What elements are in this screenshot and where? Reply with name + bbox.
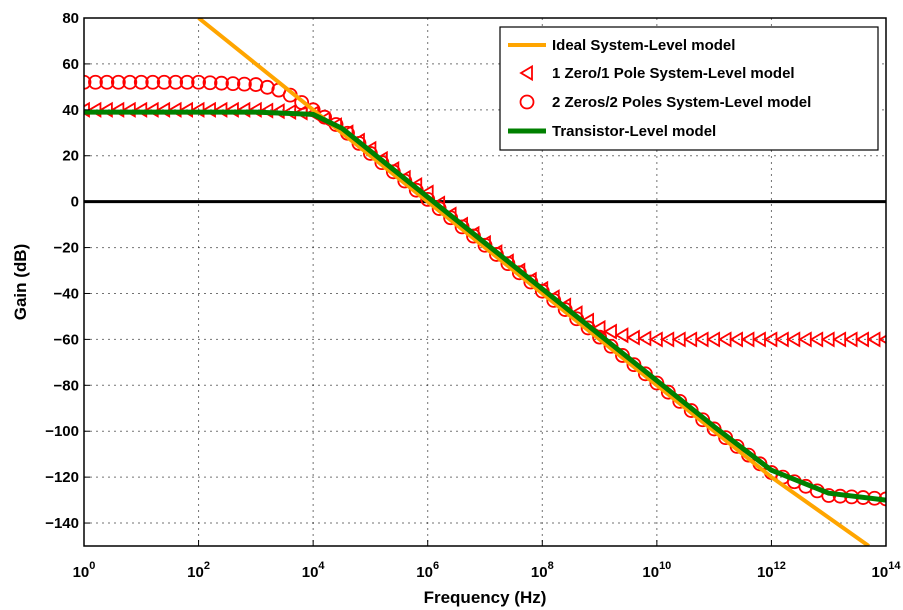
y-tick-label: −120 [45, 469, 79, 486]
x-tick-label: 1014 [872, 560, 902, 581]
marker-circle [168, 74, 184, 90]
marker-circle [110, 74, 126, 90]
marker-circle [156, 74, 172, 90]
x-tick-exponent: 2 [204, 560, 210, 572]
marker-triangle [717, 331, 732, 348]
marker-circle [236, 76, 252, 92]
marker-circle [179, 74, 195, 90]
legend-label: Ideal System-Level model [552, 37, 735, 54]
x-tick-base: 10 [642, 564, 659, 581]
x-tick-exponent: 10 [659, 560, 671, 572]
marker-triangle [637, 330, 652, 347]
x-tick-exponent: 0 [89, 560, 95, 572]
y-tick-label: 0 [71, 194, 79, 211]
marker-circle [225, 76, 241, 92]
x-tick-base: 10 [73, 564, 90, 581]
x-tick-base: 10 [187, 564, 204, 581]
x-tick-label: 108 [531, 560, 554, 581]
y-tick-label: −20 [54, 240, 79, 257]
marker-triangle [603, 323, 617, 340]
y-tick-label: 20 [62, 148, 79, 165]
tick-layer: 100 102 104 106 108 1010 1012 1014806040200−20−… [45, 10, 901, 581]
marker-triangle [614, 327, 629, 344]
x-tick-label: 102 [187, 560, 210, 581]
legend-box [499, 26, 879, 151]
marker-circle [122, 74, 138, 90]
x-tick-exponent: 14 [888, 560, 901, 572]
x-tick-base: 10 [757, 564, 774, 581]
y-tick-label: 40 [62, 102, 79, 119]
y-tick-label: 80 [62, 10, 79, 27]
x-tick-base: 10 [416, 564, 433, 581]
marker-triangle [832, 331, 847, 348]
x-tick-base: 10 [531, 564, 548, 581]
legend-swatch-one-pole [519, 64, 533, 82]
x-tick-exponent: 8 [548, 560, 554, 572]
x-axis-label: Frequency (Hz) [424, 588, 547, 607]
legend: Ideal System-Level model 1 Zero/1 Pole Sy… [499, 26, 879, 151]
x-tick-label: 104 [302, 560, 326, 581]
marker-circle [84, 74, 92, 90]
y-tick-label: −100 [45, 423, 79, 440]
series-layer [84, 18, 886, 546]
series-ideal [197, 18, 870, 546]
y-tick-label: −140 [45, 515, 79, 532]
marker-circle [191, 74, 206, 90]
series-transistor [84, 109, 886, 503]
marker-triangle [591, 319, 606, 336]
x-tick-exponent: 4 [318, 560, 325, 572]
marker-circle [202, 75, 218, 91]
x-tick-exponent: 12 [774, 560, 786, 572]
y-axis-label: Gain (dB) [11, 244, 30, 321]
y-tick-label: 60 [62, 56, 79, 73]
marker-circle [145, 74, 161, 90]
y-tick-label: −40 [54, 285, 79, 302]
marker-triangle [706, 331, 721, 348]
y-tick-label: −80 [54, 377, 79, 394]
y-tick-label: −60 [54, 331, 79, 348]
marker-triangle [626, 329, 640, 346]
legend-label: Transistor-Level model [552, 123, 716, 140]
x-tick-exponent: 6 [433, 560, 439, 572]
marker-triangle [729, 331, 743, 348]
legend-label: 1 Zero/1 Pole System-Level model [552, 65, 795, 82]
marker-circle [214, 75, 229, 91]
marker-triangle [843, 331, 858, 348]
x-tick-base: 10 [302, 564, 319, 581]
marker-triangle [855, 331, 869, 348]
x-tick-label: 1010 [642, 560, 671, 581]
legend-label: 2 Zeros/2 Poles System-Level model [552, 94, 811, 111]
plot-frame [83, 17, 887, 547]
marker-triangle [316, 111, 331, 128]
marker-circle [133, 74, 149, 90]
series-line-transistor [84, 109, 886, 503]
marker-circle [88, 74, 103, 90]
x-tick-base: 10 [872, 564, 889, 581]
x-tick-label: 100 [73, 560, 96, 581]
x-tick-label: 106 [416, 560, 439, 581]
marker-circle [99, 74, 115, 90]
x-tick-label: 1012 [757, 560, 786, 581]
series-line-ideal [197, 18, 870, 546]
legend-swatch-two-poles [519, 94, 535, 110]
